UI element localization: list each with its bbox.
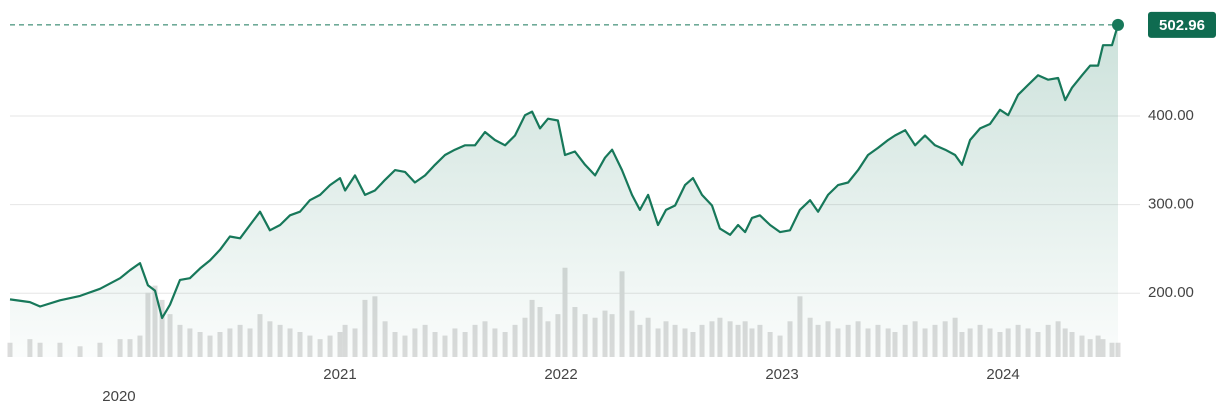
- y-tick-label: 400.00: [1148, 107, 1194, 124]
- area: [10, 24, 1118, 358]
- y-tick-label: 300.00: [1148, 196, 1194, 213]
- x-tick-label: 2023: [765, 366, 798, 383]
- x-tick-label: 2020: [102, 388, 135, 405]
- last-price-label: 502.96: [1159, 17, 1205, 34]
- x-tick-label: 2022: [544, 366, 577, 383]
- price-line: [9, 24, 1120, 320]
- last-price-box: [1148, 11, 1216, 38]
- x-tick-label: 2024: [986, 366, 1019, 383]
- x-tick-label: 2021: [323, 366, 356, 383]
- y-tick-label: 200.00: [1148, 284, 1194, 301]
- last-point: [1112, 18, 1124, 31]
